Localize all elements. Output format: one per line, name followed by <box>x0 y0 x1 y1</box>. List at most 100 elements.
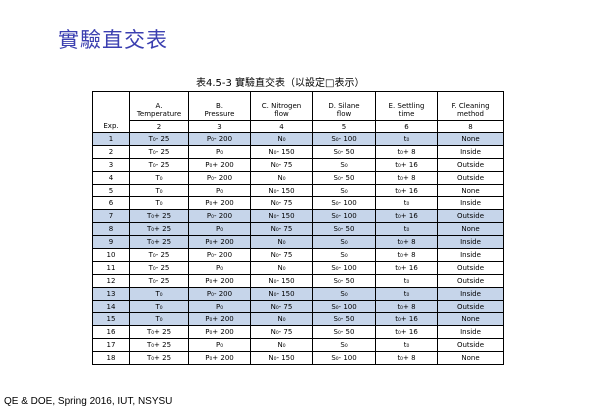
cell-f: Inside <box>437 144 504 159</box>
table-row: 6 T₀ P₀+ 200 N₀- 75 S₀- 100 t₀ Inside <box>92 196 504 211</box>
cell-exp: 13 <box>92 286 130 301</box>
column-header-d: D. Silane flow <box>312 91 376 121</box>
cell-e: t₀+ 8 <box>375 144 438 159</box>
cell-e: t₀ <box>375 132 438 146</box>
cell-c: N₀ <box>250 312 313 327</box>
cell-f: Inside <box>437 248 504 262</box>
cell-exp: 9 <box>92 235 130 250</box>
cell-e: t₀+ 16 <box>375 183 438 198</box>
cell-c: N₀- 75 <box>250 248 313 262</box>
cell-a: T₀- 25 <box>129 157 189 172</box>
cell-a: T₀- 25 <box>129 144 189 159</box>
cell-b: P₀ <box>188 144 251 159</box>
cell-f: Inside <box>437 235 504 250</box>
cell-c: N₀- 150 <box>250 144 313 159</box>
cell-e: t₀+ 16 <box>375 260 438 275</box>
cell-f: Outside <box>437 260 504 275</box>
level-count-e: 6 <box>375 120 438 133</box>
cell-a: T₀ <box>129 286 189 301</box>
cell-b: P₀ <box>188 222 251 237</box>
cell-d: S₀ <box>312 248 376 262</box>
cell-exp: 16 <box>92 325 130 340</box>
cell-f: None <box>437 351 504 366</box>
cell-a: T₀+ 25 <box>129 235 189 250</box>
cell-d: S₀- 100 <box>312 132 376 146</box>
cell-e: t₀ <box>375 196 438 211</box>
cell-c: N₀- 75 <box>250 222 313 237</box>
cell-f: None <box>437 132 504 146</box>
cell-c: N₀- 75 <box>250 299 313 314</box>
cell-b: P₀+ 200 <box>188 325 251 340</box>
cell-a: T₀+ 25 <box>129 351 189 366</box>
cell-e: t₀+ 8 <box>375 248 438 262</box>
cell-b: P₀+ 200 <box>188 351 251 366</box>
column-header-a: A. Temperature <box>129 91 189 121</box>
cell-f: Outside <box>437 157 504 172</box>
cell-c: N₀- 75 <box>250 325 313 340</box>
cell-a: T₀ <box>129 312 189 327</box>
table-body: 1 T₀- 25 P₀- 200 N₀ S₀- 100 t₀ None 2 T₀- 25 P₀ N₀… <box>92 132 504 366</box>
cell-b: P₀- 200 <box>188 286 251 301</box>
table-row: 1 T₀- 25 P₀- 200 N₀ S₀- 100 t₀ None <box>92 132 504 146</box>
cell-exp: 5 <box>92 183 130 198</box>
cell-c: N₀ <box>250 260 313 275</box>
cell-e: t₀+ 16 <box>375 209 438 224</box>
cell-exp: 14 <box>92 299 130 314</box>
cell-b: P₀ <box>188 338 251 353</box>
cell-a: T₀ <box>129 170 189 185</box>
cell-c: N₀- 75 <box>250 157 313 172</box>
cell-f: Outside <box>437 170 504 185</box>
table-row: 5 T₀ P₀ N₀- 150 S₀ t₀+ 16 None <box>92 183 504 198</box>
cell-c: N₀- 150 <box>250 209 313 224</box>
cell-d: S₀- 100 <box>312 209 376 224</box>
cell-b: P₀+ 200 <box>188 312 251 327</box>
table-row: 18 T₀+ 25 P₀+ 200 N₀- 150 S₀- 100 t₀+ 8 None <box>92 351 504 366</box>
cell-c: N₀- 75 <box>250 196 313 211</box>
footer-text: QE & DOE, Spring 2016, IUT, NSYSU <box>4 396 173 407</box>
cell-a: T₀- 25 <box>129 273 189 288</box>
slide-title: 實驗直交表 <box>58 28 168 52</box>
cell-a: T₀- 25 <box>129 260 189 275</box>
cell-exp: 8 <box>92 222 130 237</box>
table-row: 3 T₀- 25 P₀+ 200 N₀- 75 S₀ t₀+ 16 Outside <box>92 157 504 172</box>
cell-b: P₀- 200 <box>188 209 251 224</box>
cell-c: N₀- 150 <box>250 183 313 198</box>
cell-f: None <box>437 222 504 237</box>
cell-exp: 10 <box>92 248 130 262</box>
cell-exp: 4 <box>92 170 130 185</box>
cell-b: P₀ <box>188 183 251 198</box>
table-row: 12 T₀- 25 P₀+ 200 N₀- 150 S₀- 50 t₀ Outside <box>92 273 504 288</box>
cell-c: N₀ <box>250 338 313 353</box>
cell-f: None <box>437 183 504 198</box>
cell-c: N₀- 150 <box>250 286 313 301</box>
table-row: 4 T₀ P₀- 200 N₀ S₀- 50 t₀+ 8 Outside <box>92 170 504 185</box>
table-row: 7 T₀+ 25 P₀- 200 N₀- 150 S₀- 100 t₀+ 16 Outsid… <box>92 209 504 224</box>
cell-f: Outside <box>437 273 504 288</box>
cell-c: N₀ <box>250 170 313 185</box>
cell-d: S₀ <box>312 286 376 301</box>
table-row: 14 T₀ P₀ N₀- 75 S₀- 100 t₀+ 8 Outside <box>92 299 504 314</box>
cell-a: T₀+ 25 <box>129 325 189 340</box>
table-row: 16 T₀+ 25 P₀+ 200 N₀- 75 S₀- 50 t₀+ 16 Inside <box>92 325 504 340</box>
cell-e: t₀+ 8 <box>375 351 438 366</box>
cell-exp: 2 <box>92 144 130 159</box>
cell-a: T₀+ 25 <box>129 222 189 237</box>
cell-e: t₀ <box>375 338 438 353</box>
cell-f: Inside <box>437 325 504 340</box>
cell-b: P₀+ 200 <box>188 273 251 288</box>
cell-b: P₀ <box>188 260 251 275</box>
cell-b: P₀+ 200 <box>188 157 251 172</box>
cell-b: P₀- 200 <box>188 248 251 262</box>
table-row: 9 T₀+ 25 P₀+ 200 N₀ S₀ t₀+ 8 Inside <box>92 235 504 250</box>
level-count-c: 4 <box>250 120 313 133</box>
cell-d: S₀- 50 <box>312 222 376 237</box>
cell-exp: 3 <box>92 157 130 172</box>
cell-e: t₀ <box>375 286 438 301</box>
cell-c: N₀- 150 <box>250 351 313 366</box>
cell-d: S₀ <box>312 157 376 172</box>
cell-f: Inside <box>437 196 504 211</box>
cell-e: t₀ <box>375 222 438 237</box>
cell-a: T₀ <box>129 196 189 211</box>
cell-d: S₀- 50 <box>312 325 376 340</box>
column-header-b: B. Pressure <box>188 91 251 121</box>
